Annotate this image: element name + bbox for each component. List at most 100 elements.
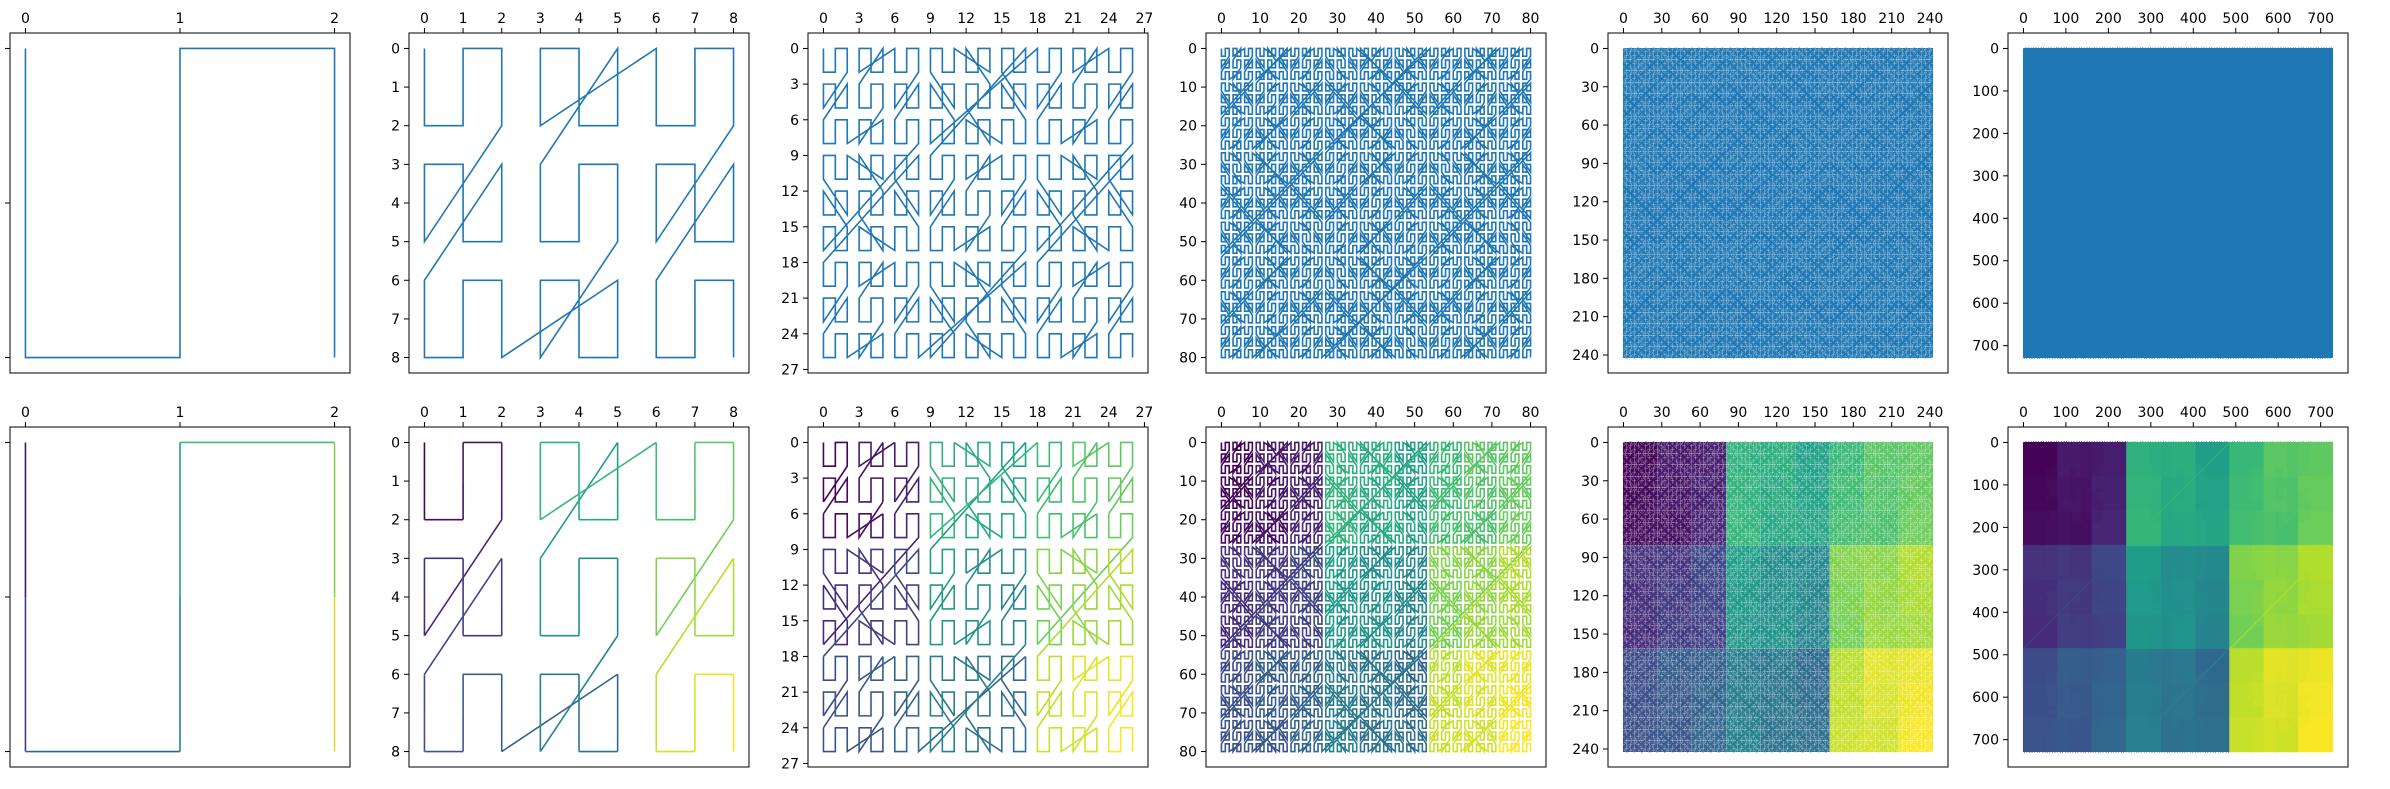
x-tick-label: 1 [459,11,468,27]
curve-segment [1073,442,1109,466]
curve-segment [1073,716,1097,752]
curve-segment [823,514,882,538]
subplot-r1c5: 0 100 200 300 400 500 600 700010020030040050060… [1972,405,2348,767]
curve-segment [1073,656,1109,680]
curve-segment [1361,651,1392,717]
y-tick-label: 300 [1972,169,1999,185]
y-tick-label: 0 [391,435,400,451]
curve-line [2023,48,2332,357]
x-tick-label: 9 [926,11,935,27]
x-tick-label: 0 [420,11,429,27]
x-tick-label: 0 [1217,11,1226,27]
x-tick-label: 1 [459,405,468,421]
subplot-r0c4: 0 30 60 90 120 150 180 210 240030609012015018021… [1572,11,1948,373]
x-tick-label: 15 [993,405,1011,421]
curve-segment [502,674,618,751]
x-tick-label: 120 [1763,405,1790,421]
y-tick-label: 240 [1572,742,1599,758]
y-tick-label: 6 [391,667,400,683]
curve-segment [1037,514,1096,538]
curve-segment [966,549,1025,573]
y-tick-label: 60 [1179,273,1197,289]
curve-segment [1465,651,1496,717]
curve-segment [966,549,990,585]
curve-segment [1326,442,1357,508]
x-tick-label: 0 [1619,405,1628,421]
curve-segment [2150,649,2195,683]
curve-segment [859,442,895,466]
curve-segment [859,621,895,645]
y-tick-label: 2 [391,119,400,135]
curve-segment [1361,582,1392,648]
x-tick-label: 10 [1251,11,1269,27]
curve-segment [2264,614,2309,648]
curve-segment [1361,686,1392,752]
curve-segment [2058,442,2103,476]
curve-segment [1221,512,1321,647]
y-tick-label: 27 [781,756,799,772]
curve-segment [1361,721,1404,752]
y-tick-label: 1 [0,196,1,212]
x-tick-label: 6 [652,405,661,421]
x-tick-label: 9 [926,405,935,421]
curve-segment [1430,686,1461,752]
x-tick-label: 150 [1802,11,1829,27]
x-tick-label: 100 [2053,11,2080,27]
x-tick-label: 3 [855,11,864,27]
y-tick-label: 400 [1972,605,1999,621]
curve-segment [1109,728,1133,752]
x-tick-label: 0 [21,405,30,421]
x-tick-label: 200 [2095,11,2122,27]
curve-segment [1395,547,1426,613]
y-tick-label: 100 [1972,478,1999,494]
x-tick-label: 180 [1840,11,1867,27]
curve-segment [1221,547,1252,613]
x-tick-label: 0 [819,11,828,27]
x-tick-label: 240 [1917,405,1944,421]
curve-segment [1256,547,1287,613]
y-tick-label: 600 [1972,690,1999,706]
x-tick-label: 210 [1878,405,1905,421]
x-tick-label: 1 [176,405,185,421]
x-tick-label: 60 [1691,11,1709,27]
y-tick-label: 200 [1972,520,1999,536]
y-tick-label: 60 [1581,512,1599,528]
y-tick-label: 1 [391,80,400,96]
curve-segment [1256,582,1287,648]
y-tick-label: 12 [781,184,799,200]
curve-segment [1291,442,1322,508]
x-tick-label: 700 [2307,11,2334,27]
curve-segment [1430,547,1461,613]
x-tick-label: 12 [957,11,975,27]
x-tick-label: 60 [1444,11,1462,27]
y-tick-label: 3 [391,551,400,567]
subplot-r1c4: 0 30 60 90 120 150 180 210 240030609012015018021… [1572,405,1948,767]
y-tick-label: 180 [1572,665,1599,681]
y-tick-label: 40 [1179,196,1197,212]
y-tick-label: 6 [391,273,400,289]
y-tick-label: 90 [1581,550,1599,566]
curve-segment [966,716,990,752]
y-tick-label: 210 [1572,704,1599,720]
curve-segment [1326,582,1357,648]
curve-segment [966,728,1025,752]
x-tick-label: 600 [2265,11,2292,27]
x-tick-label: 240 [1917,11,1944,27]
x-tick-label: 90 [1729,11,1747,27]
x-tick-label: 18 [1029,11,1047,27]
curve-segment [1465,477,1496,543]
x-tick-label: 80 [1522,11,1540,27]
x-tick-label: 0 [1619,11,1628,27]
y-tick-label: 12 [781,578,799,594]
y-tick-label: 150 [1572,233,1599,249]
curve-segment [1256,477,1287,543]
subplot-r0c5: 0 100 200 300 400 500 600 700010020030040050060… [1972,11,2348,373]
y-tick-label: 50 [1179,629,1197,645]
x-tick-label: 150 [1802,405,1829,421]
curve-segment [1037,728,1096,752]
x-tick-label: 50 [1406,405,1424,421]
